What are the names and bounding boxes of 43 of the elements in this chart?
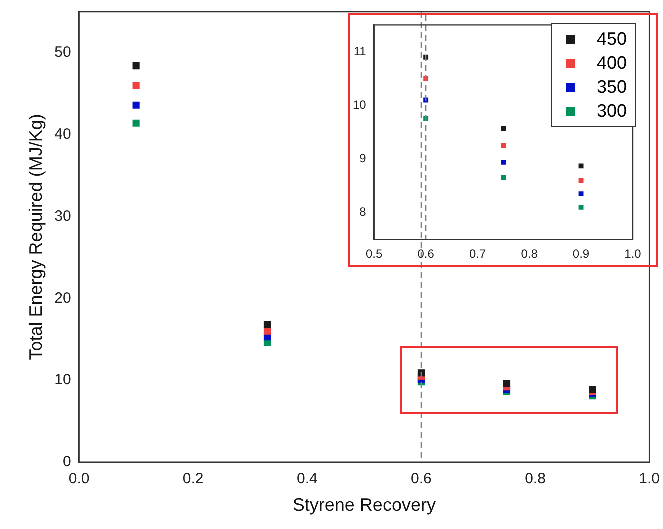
x-tick-label: 1.0 [639, 470, 660, 488]
point [578, 178, 584, 184]
x-tick-label: 0.9 [572, 247, 590, 262]
point [501, 160, 506, 165]
point [501, 175, 506, 180]
y-tick-label: 9 [360, 152, 367, 166]
legend-label: 300 [596, 100, 627, 122]
point [501, 126, 506, 132]
y-tick-label: 0 [62, 454, 72, 471]
point [264, 328, 272, 335]
y-tick-label: 30 [54, 208, 72, 225]
x-axis-title: Styrene Recovery [292, 495, 436, 516]
point [578, 192, 584, 197]
point [264, 321, 272, 328]
x-tick-label: 0.5 [366, 247, 384, 262]
point [503, 380, 511, 388]
x-tick-label: 0.8 [521, 247, 538, 262]
y-tick-label: 11 [354, 44, 367, 58]
y-tick-label: 8 [360, 205, 367, 220]
point [132, 120, 140, 127]
x-tick-label: 0.6 [411, 470, 432, 488]
legend-label: 450 [596, 28, 627, 50]
legend-label: 350 [596, 76, 627, 98]
y-axis-title: Total Energy Required (MJ/Kg) [26, 114, 46, 360]
x-tick-label: 0.7 [469, 247, 486, 262]
point [589, 386, 596, 394]
x-tick-label: 0.0 [68, 470, 90, 488]
point [578, 164, 584, 169]
y-tick-label: 20 [54, 290, 72, 307]
x-tick-label: 1.0 [624, 247, 642, 262]
legend-label: 400 [596, 52, 627, 74]
y-tick-label: 10 [352, 98, 367, 112]
point [132, 62, 140, 70]
x-tick-label: 0.4 [296, 470, 318, 488]
point [132, 82, 140, 90]
y-tick-label: 10 [54, 372, 72, 389]
point [578, 204, 584, 210]
x-tick-label: 0.2 [182, 470, 204, 488]
x-tick-label: 0.8 [525, 470, 546, 488]
y-tick-label: 50 [54, 44, 72, 62]
point [132, 102, 140, 109]
point [501, 143, 506, 148]
y-tick-label: 40 [54, 126, 72, 143]
